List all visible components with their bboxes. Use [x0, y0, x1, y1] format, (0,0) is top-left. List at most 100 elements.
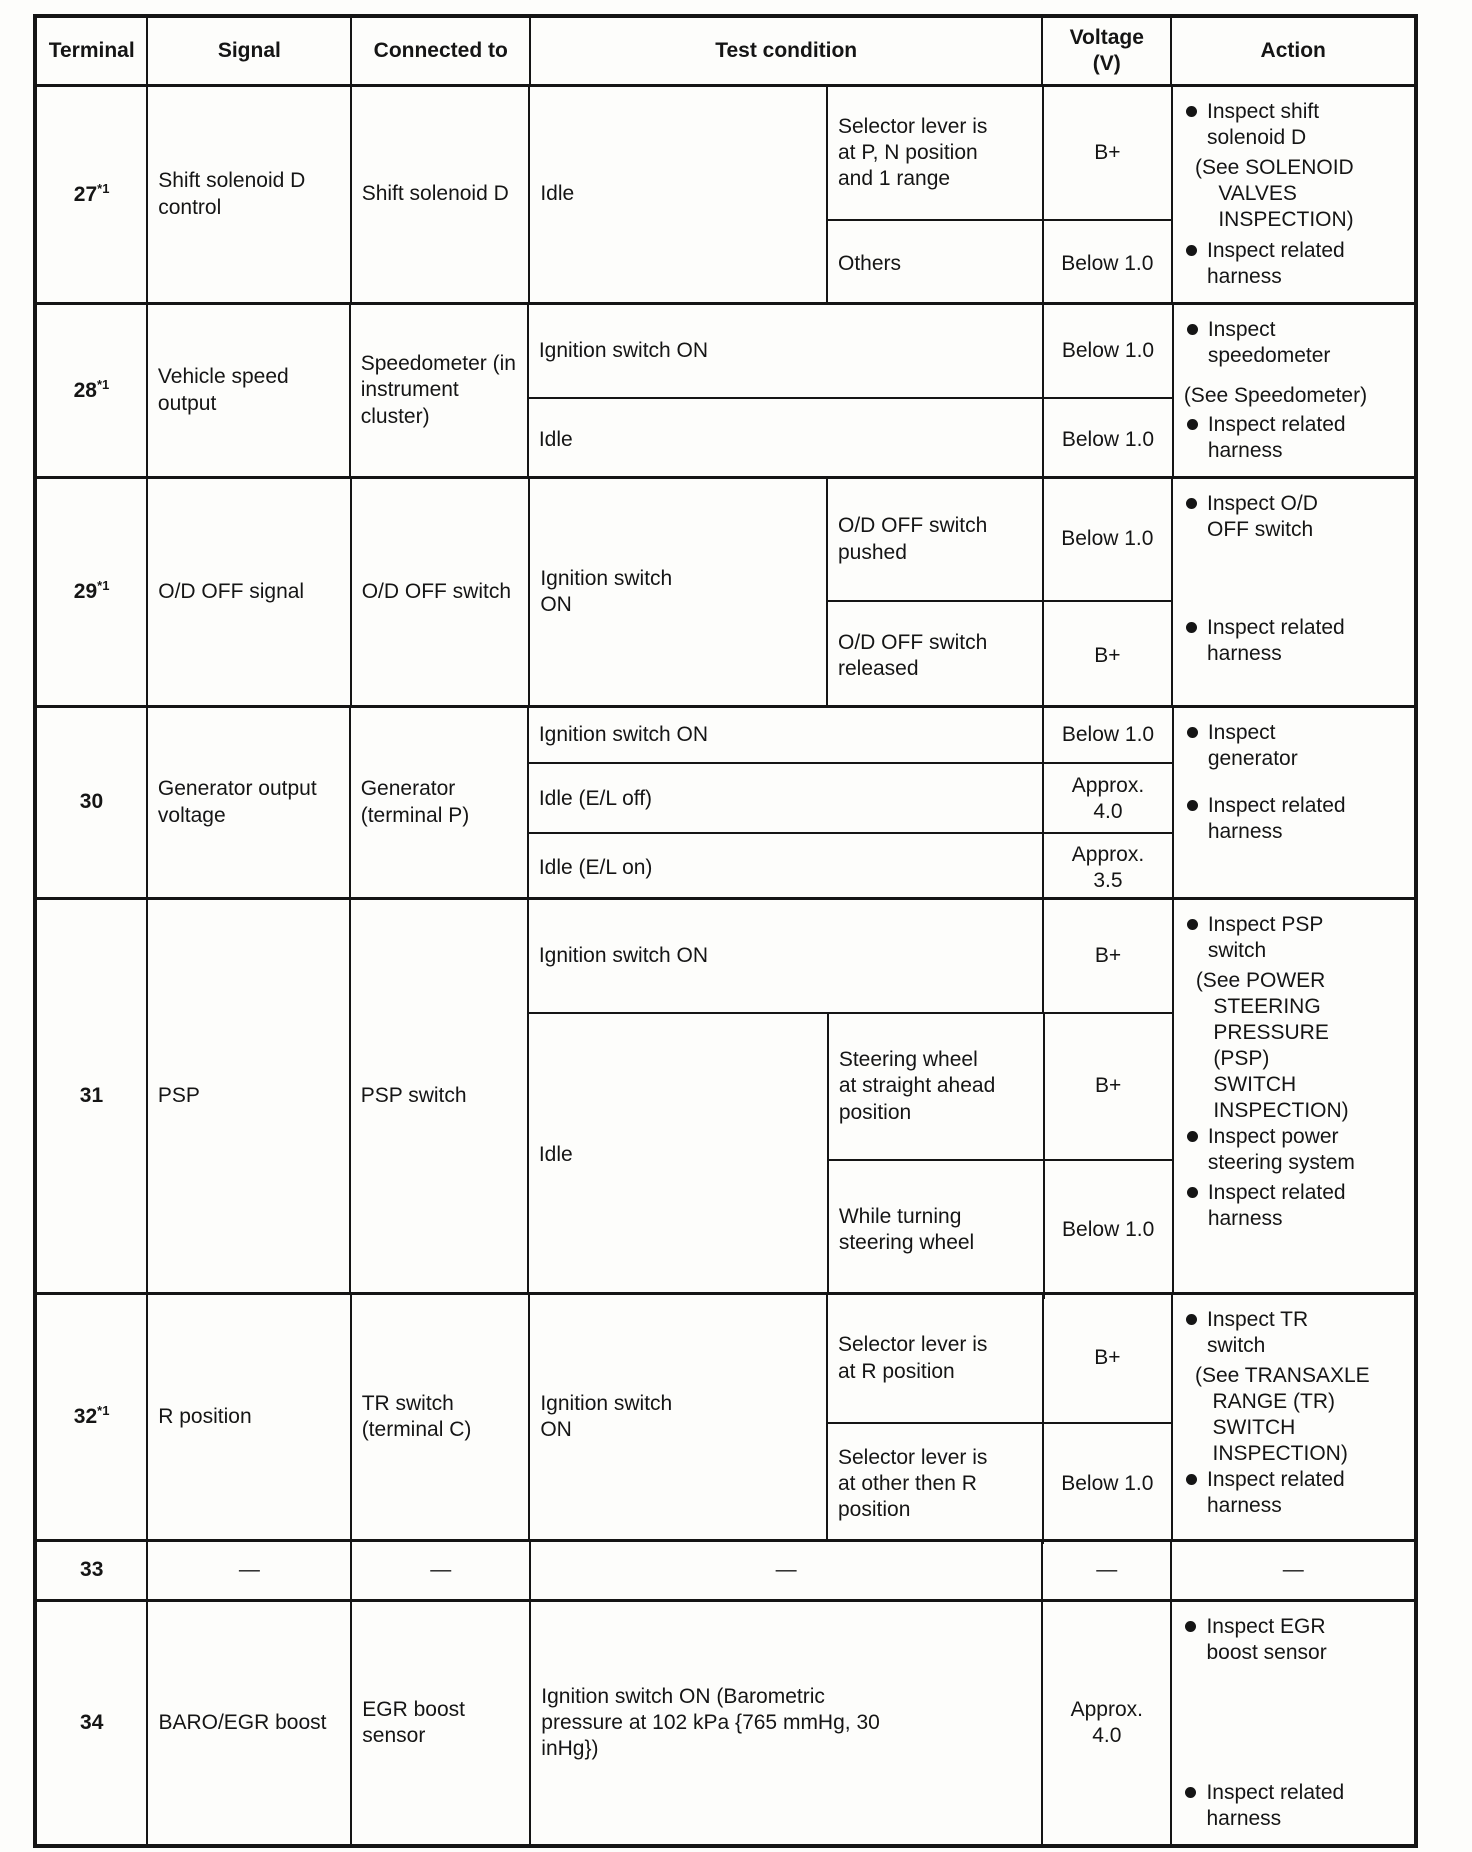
action-bullet-item: Inspect EGR boost sensor — [1178, 1614, 1410, 1666]
row-31: 31 PSP PSP switch Ignition switch ON B+ … — [37, 897, 1414, 1299]
sub-row: O/D OFF switch pushed Below 1.0 — [828, 479, 1171, 600]
bullet-icon — [1185, 1786, 1197, 1798]
sub-condition-cell: Selector lever is at other then R positi… — [837, 1445, 988, 1522]
action-group: Inspect O/D OFF switch — [1179, 491, 1410, 547]
action-group: Inspect power steering system Inspect re… — [1180, 1124, 1410, 1236]
action-bullet-item: Inspect speedometer — [1180, 317, 1410, 369]
header-voltage-label: Voltage (V) — [1069, 25, 1144, 75]
sub-row: Selector lever is at R position B+ — [828, 1295, 1171, 1422]
bullet-icon — [1186, 1187, 1198, 1199]
voltage-cell: Approx. 3.5 — [1042, 834, 1172, 902]
action-bullet-item: Inspect shift solenoid D — [1179, 99, 1410, 151]
terminal-number: 32*1 — [73, 1403, 110, 1429]
bullet-icon — [1186, 727, 1198, 738]
terminal-number: 33 — [80, 1558, 104, 1582]
action-cell: Inspect EGR boost sensor Inspect related… — [1170, 1602, 1414, 1844]
terminal-cell: 31 — [37, 900, 146, 1292]
row-28: 28*1 Vehicle speed output Speedometer (i… — [37, 302, 1414, 481]
terminal-cell: 29*1 — [37, 479, 146, 705]
test-condition-substack: Ignition switch ON Below 1.0 Idle Below … — [526, 305, 1172, 481]
test-condition-cell: Idle — [538, 427, 573, 451]
bullet-icon — [1185, 1314, 1197, 1325]
test-condition-main-cell: Idle — [538, 1143, 573, 1167]
action-bullet-item: Inspect TR switch — [1179, 1307, 1410, 1359]
connected-to-cell: PSP switch — [348, 900, 527, 1292]
terminal-cell: 32*1 — [37, 1295, 146, 1539]
action-group: Inspect generator — [1180, 720, 1410, 776]
bullet-icon — [1186, 799, 1198, 811]
voltage-cell: B+ — [1041, 602, 1171, 710]
test-condition-cell: Ignition switch ON (Barometric pressure … — [529, 1602, 1041, 1844]
sub-row: Ignition switch ON Below 1.0 — [529, 305, 1172, 397]
terminal-cell: 33 — [37, 1542, 146, 1599]
header-row: Terminal Signal Connected to Test condit… — [37, 18, 1414, 84]
terminal-number: 27*1 — [73, 180, 110, 206]
sub-row: Idle Below 1.0 — [528, 397, 1172, 481]
sub-row: Ignition switch ON Below 1.0 — [529, 708, 1172, 762]
header-signal-label: Signal — [217, 38, 281, 62]
action-cell: Inspect speedometer (See Speedometer) In… — [1171, 305, 1414, 476]
test-condition-substack: Steering wheel at straight ahead positio… — [826, 1014, 1172, 1299]
connected-to-cell: TR switch (terminal C) — [349, 1295, 529, 1539]
dash: — — [238, 1558, 260, 1582]
header-connected-to-label: Connected to — [373, 38, 508, 62]
header-test-condition: Test condition — [529, 18, 1041, 84]
bullet-icon — [1185, 244, 1197, 256]
see-reference: (See Speedometer) — [1183, 384, 1368, 408]
action-group: Inspect related harness — [1180, 412, 1410, 468]
bullet-icon — [1185, 1621, 1197, 1632]
row-30: 30 Generator output voltage Generator (t… — [37, 705, 1414, 902]
voltage-cell: Below 1.0 — [1041, 479, 1171, 600]
action-group: Inspect related harness — [1178, 1780, 1410, 1836]
signal-cell: — — [146, 1542, 350, 1599]
test-condition-main-cell: Idle — [528, 87, 826, 302]
test-condition-substack: Selector lever is at P, N position and 1… — [825, 87, 1171, 307]
terminal-number: 34 — [80, 1710, 104, 1734]
action-cell: Inspect PSP switch (See POWER STEERING P… — [1171, 900, 1414, 1292]
header-terminal: Terminal — [37, 18, 146, 84]
voltage-cell: Approx. 4.0 — [1041, 1602, 1170, 1844]
action-cell: — — [1170, 1542, 1414, 1599]
terminal-number: 31 — [79, 1083, 104, 1107]
header-voltage: Voltage (V) — [1041, 18, 1170, 84]
action-bullet-item: Inspect related harness — [1179, 238, 1410, 290]
signal-cell: BARO/EGR boost — [146, 1602, 350, 1844]
voltage-cell: Approx. 4.0 — [1042, 764, 1172, 834]
signal-cell: Generator output voltage — [145, 708, 349, 897]
action-cell: Inspect shift solenoid D (See SOLENOID V… — [1170, 87, 1414, 302]
sub-condition-cell: Selector lever is at P, N position and 1… — [837, 114, 988, 191]
sub-row: Idle Steering wheel at straight ahead po… — [528, 1012, 1172, 1299]
sub-condition-cell: Steering wheel at straight ahead positio… — [838, 1048, 996, 1124]
terminal-footnote: *1 — [97, 578, 110, 594]
header-connected-to: Connected to — [350, 18, 529, 84]
sub-condition-cell: While turning steering wheel — [838, 1204, 975, 1254]
action-group: Inspect related harness — [1179, 615, 1410, 671]
row-32: 32*1 R position TR switch (terminal C) I… — [37, 1292, 1414, 1544]
header-action: Action — [1170, 18, 1414, 84]
terminal-cell: 30 — [37, 708, 146, 897]
action-bullet-item: Inspect related harness — [1180, 412, 1410, 464]
action-bullet-item: Inspect power steering system — [1180, 1124, 1410, 1176]
terminal-cell: 34 — [37, 1602, 146, 1844]
action-cell: Inspect generator Inspect related harnes… — [1171, 708, 1414, 897]
test-condition-substack: Ignition switch ON B+ Idle Steering whee… — [526, 900, 1172, 1299]
connected-to-cell: EGR boost sensor — [350, 1602, 529, 1844]
dash: — — [430, 1558, 452, 1582]
terminal-voltage-table: Terminal Signal Connected to Test condit… — [33, 14, 1418, 1848]
row-33: 33 — — — — — — [37, 1539, 1414, 1599]
sub-row: Selector lever is at other then R positi… — [827, 1422, 1171, 1544]
voltage-cell: Below 1.0 — [1042, 399, 1172, 481]
bullet-icon — [1185, 498, 1197, 509]
terminal-footnote: *1 — [96, 376, 110, 392]
bullet-icon — [1186, 1131, 1198, 1143]
connected-to-cell: — — [350, 1542, 529, 1599]
sub-row: Others Below 1.0 — [827, 219, 1171, 307]
action-group: Inspect related harness — [1179, 1467, 1410, 1523]
test-condition-cell: — — [529, 1542, 1041, 1599]
signal-cell: PSP — [145, 900, 349, 1292]
dash: — — [775, 1558, 797, 1582]
bullet-icon — [1186, 418, 1198, 430]
bullet-icon — [1186, 324, 1198, 335]
test-condition-cell: Ignition switch ON — [538, 338, 709, 362]
